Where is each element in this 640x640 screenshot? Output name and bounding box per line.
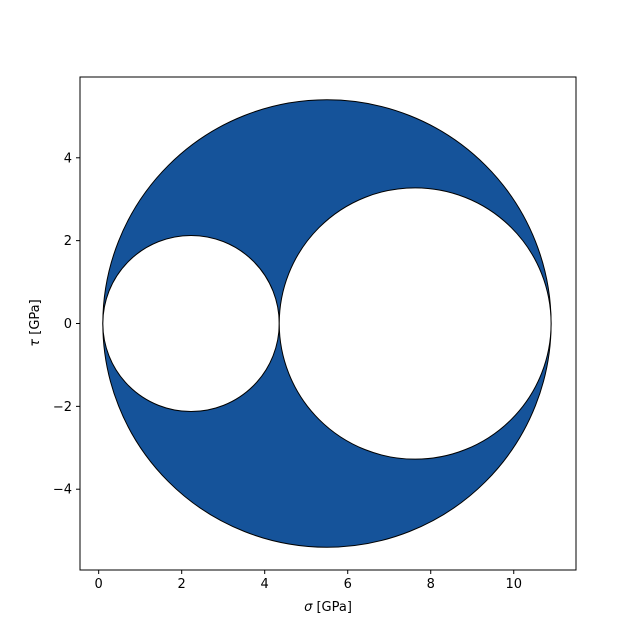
x-axis-ticks: 0 2 4 6 8 10 bbox=[95, 570, 522, 592]
x-tick-label: 10 bbox=[505, 577, 522, 592]
y-tick-label: −2 bbox=[53, 400, 72, 415]
plot-area bbox=[102, 99, 552, 548]
x-axis-label-unit: [GPa] bbox=[312, 600, 352, 615]
x-tick-label: 2 bbox=[178, 577, 186, 592]
x-tick-label: 0 bbox=[95, 577, 103, 592]
mohr-circle-inner-2 bbox=[278, 187, 552, 460]
y-tick-label: 4 bbox=[64, 151, 72, 166]
y-axis-label-unit: [GPa] bbox=[28, 299, 43, 339]
y-tick-label: 0 bbox=[64, 317, 72, 332]
mohr-circle-inner-1 bbox=[102, 234, 280, 413]
x-tick-label: 8 bbox=[427, 577, 435, 592]
y-axis-label: τ [GPa] bbox=[28, 299, 43, 346]
x-axis-label: σ [GPa] bbox=[304, 600, 352, 615]
y-axis-label-symbol: τ bbox=[28, 339, 43, 347]
x-tick-label: 4 bbox=[261, 577, 269, 592]
x-tick-label: 6 bbox=[344, 577, 352, 592]
y-tick-label: 2 bbox=[64, 234, 72, 249]
y-tick-label: −4 bbox=[53, 483, 72, 498]
x-axis-label-symbol: σ bbox=[304, 600, 313, 615]
y-axis-ticks: −4 −2 0 2 4 bbox=[53, 151, 80, 498]
